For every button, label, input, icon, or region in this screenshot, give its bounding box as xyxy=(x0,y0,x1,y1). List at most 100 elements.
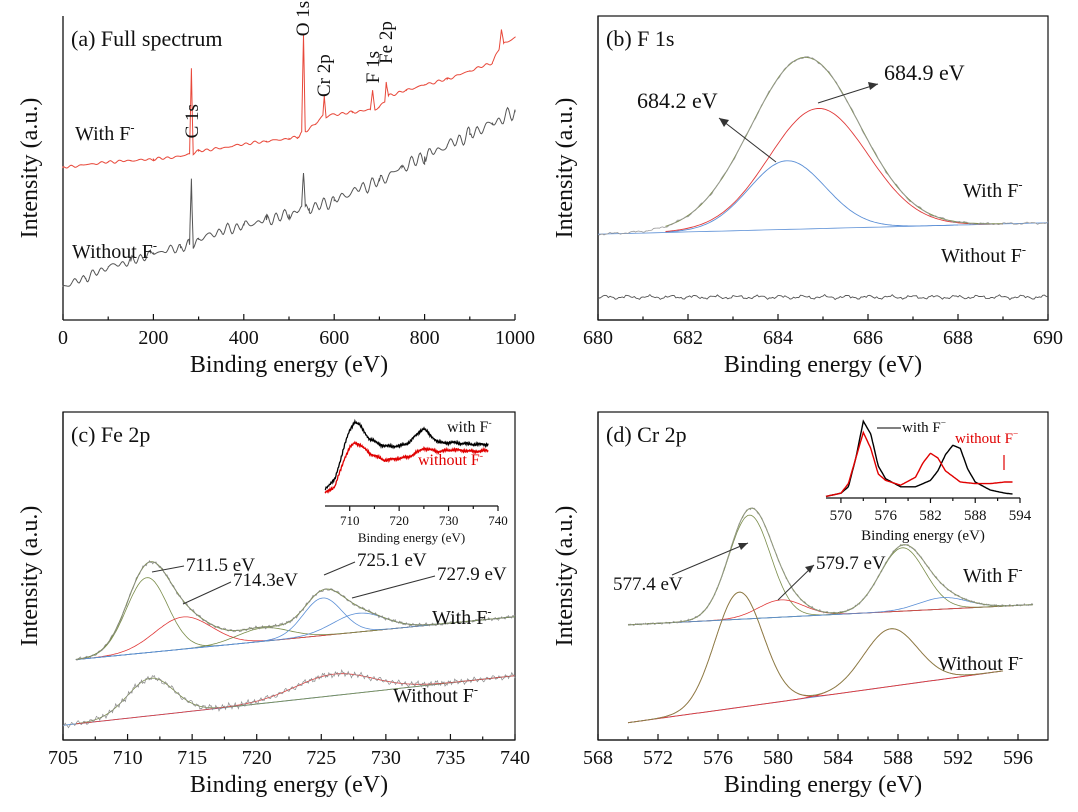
panel-title: (a) Full spectrum xyxy=(71,26,223,51)
inset-label-with-f: with F- xyxy=(447,417,492,436)
peak-label: O 1s xyxy=(293,1,314,36)
inset-x-tick-label: 570 xyxy=(830,508,853,524)
arrowhead-579-7 xyxy=(805,565,814,573)
inset-x-tick-label: 594 xyxy=(1009,508,1032,524)
x-tick-label: 686 xyxy=(853,327,883,349)
x-tick-label: 705 xyxy=(48,747,78,769)
y-axis-title: Intensity (a.u.) xyxy=(17,98,43,239)
x-tick-label: 568 xyxy=(583,747,613,769)
series-label-with-f-text: With F xyxy=(963,180,1018,202)
x-tick-label: 715 xyxy=(177,747,207,769)
inset-label-without-f-sup: − xyxy=(1013,430,1018,440)
x-tick-label: 680 xyxy=(583,327,613,349)
arrow-577-4 xyxy=(671,542,749,576)
baseline-line xyxy=(597,222,1049,235)
arrow-727-9 xyxy=(351,575,436,599)
x-tick-label: 400 xyxy=(229,327,259,349)
inset-label-with-f-sup: − xyxy=(941,419,946,429)
x-axis-title: Binding energy (eV) xyxy=(190,352,388,378)
y-axis-title: Intensity (a.u.) xyxy=(552,506,578,647)
series-line-with-f xyxy=(62,29,516,169)
inset-label-without-f-text: without F xyxy=(418,452,480,469)
series-label-with-f-sup: - xyxy=(487,605,491,619)
series-label-without-f: Without F- xyxy=(938,651,1023,675)
inset-x-axis-title: Binding energy (eV) xyxy=(358,530,465,545)
inset-x-tick-label: 740 xyxy=(488,513,508,528)
series-label-with-f: With F- xyxy=(963,178,1022,202)
inset-x-tick-label: 720 xyxy=(389,513,409,528)
panel-title: (c) Fe 2p xyxy=(71,422,150,447)
series-label-with-f-sup: - xyxy=(130,121,134,135)
inset-line-without-f xyxy=(825,430,1013,498)
x-axis-title: Binding energy (eV) xyxy=(724,352,922,378)
fit-component-684-2 xyxy=(665,160,959,233)
series-label-with-f-sup: - xyxy=(1018,178,1022,192)
peak-label-579-7: 579.7 eV xyxy=(816,553,886,574)
x-tick-label: 592 xyxy=(943,747,973,769)
inset-line-with-f xyxy=(324,418,489,491)
peak-label: F 1s xyxy=(363,51,384,83)
x-tick-label: 0 xyxy=(58,327,68,349)
without-f-line xyxy=(597,293,1049,301)
peak-label-577-4: 577.4 eV xyxy=(613,574,683,595)
series-label-without-f-sup: - xyxy=(153,239,157,253)
x-tick-label: 800 xyxy=(410,327,440,349)
panel-b: 680 682 684 686 688 690 Binding energy (eV) Int… xyxy=(552,15,1063,378)
arrowhead-684-9 xyxy=(868,82,878,90)
x-tick-label: 710 xyxy=(113,747,143,769)
with-f-raw xyxy=(75,560,516,661)
peak-label-714-3: 714.3eV xyxy=(233,570,298,591)
x-tick-label: 600 xyxy=(319,327,349,349)
fit-component xyxy=(627,597,1034,626)
peak-label-684-9: 684.9 eV xyxy=(884,60,965,85)
arrow-711-5 xyxy=(151,565,185,573)
x-tick-label: 688 xyxy=(943,327,973,349)
series-label-with-f: With F- xyxy=(75,121,134,145)
x-tick-label: 690 xyxy=(1033,327,1063,349)
inset-label-with-f-text: with F xyxy=(447,419,488,436)
without-f-envelope xyxy=(627,591,1004,724)
fit-component-684-9 xyxy=(665,108,1003,232)
peak-label-727-9: 727.9 eV xyxy=(437,564,507,585)
inset-cr: 570 576 582 588 594 Binding energy (eV) with F… xyxy=(825,419,1032,544)
series-label-with-f-text: With F xyxy=(432,607,487,629)
y-axis-title: Intensity (a.u.) xyxy=(552,98,578,239)
panel-c: 705 710 715 720 725 730 735 740 Binding energy (… xyxy=(17,411,530,798)
x-tick-label: 596 xyxy=(1003,747,1033,769)
x-tick-label: 740 xyxy=(500,747,530,769)
y-axis-title: Intensity (a.u.) xyxy=(17,506,43,647)
series-label-without-f: Without F- xyxy=(393,683,478,707)
inset-x-tick-label: 582 xyxy=(919,508,942,524)
arrowhead-577-4 xyxy=(738,543,748,550)
arrowhead-684-2 xyxy=(719,118,729,127)
x-tick-label: 580 xyxy=(763,747,793,769)
panel-a: 0 200 400 600 800 1000 Binding energy (eV) Inte… xyxy=(17,1,535,378)
x-tick-label: 576 xyxy=(703,747,733,769)
inset-line-without-f xyxy=(324,440,489,494)
panel-d: 568 572 576 580 584 588 592 596 Binding energy (… xyxy=(552,411,1049,798)
inset-label-with-f: with F− xyxy=(902,419,946,436)
with-f-raw xyxy=(597,56,1049,236)
inset-label-without-f: without F- xyxy=(418,450,483,469)
series-line-without-f xyxy=(62,106,516,288)
inset-label-with-f-text: with F xyxy=(902,420,941,436)
peak-label: Cr 2p xyxy=(314,54,335,97)
x-tick-label: 588 xyxy=(883,747,913,769)
peak-label-725-1: 725.1 eV xyxy=(357,550,427,571)
inset-label-with-f-sup: - xyxy=(488,417,491,428)
x-tick-label: 735 xyxy=(435,747,465,769)
inset-x-axis-title: Binding energy (eV) xyxy=(861,528,985,544)
peak-label-711-5: 711.5 eV xyxy=(186,555,255,576)
x-tick-label: 725 xyxy=(306,747,336,769)
arrow-725-1 xyxy=(323,561,356,576)
series-label-without-f-sup: - xyxy=(1019,651,1023,665)
panel-title: (d) Cr 2p xyxy=(606,422,687,447)
inset-x-tick-label: 710 xyxy=(340,513,360,528)
arrow-684-9 xyxy=(817,83,879,104)
panel-title: (b) F 1s xyxy=(606,26,674,51)
x-tick-label: 720 xyxy=(242,747,272,769)
x-tick-label: 1000 xyxy=(495,327,535,349)
series-label-without-f-text: Without F xyxy=(938,653,1019,675)
